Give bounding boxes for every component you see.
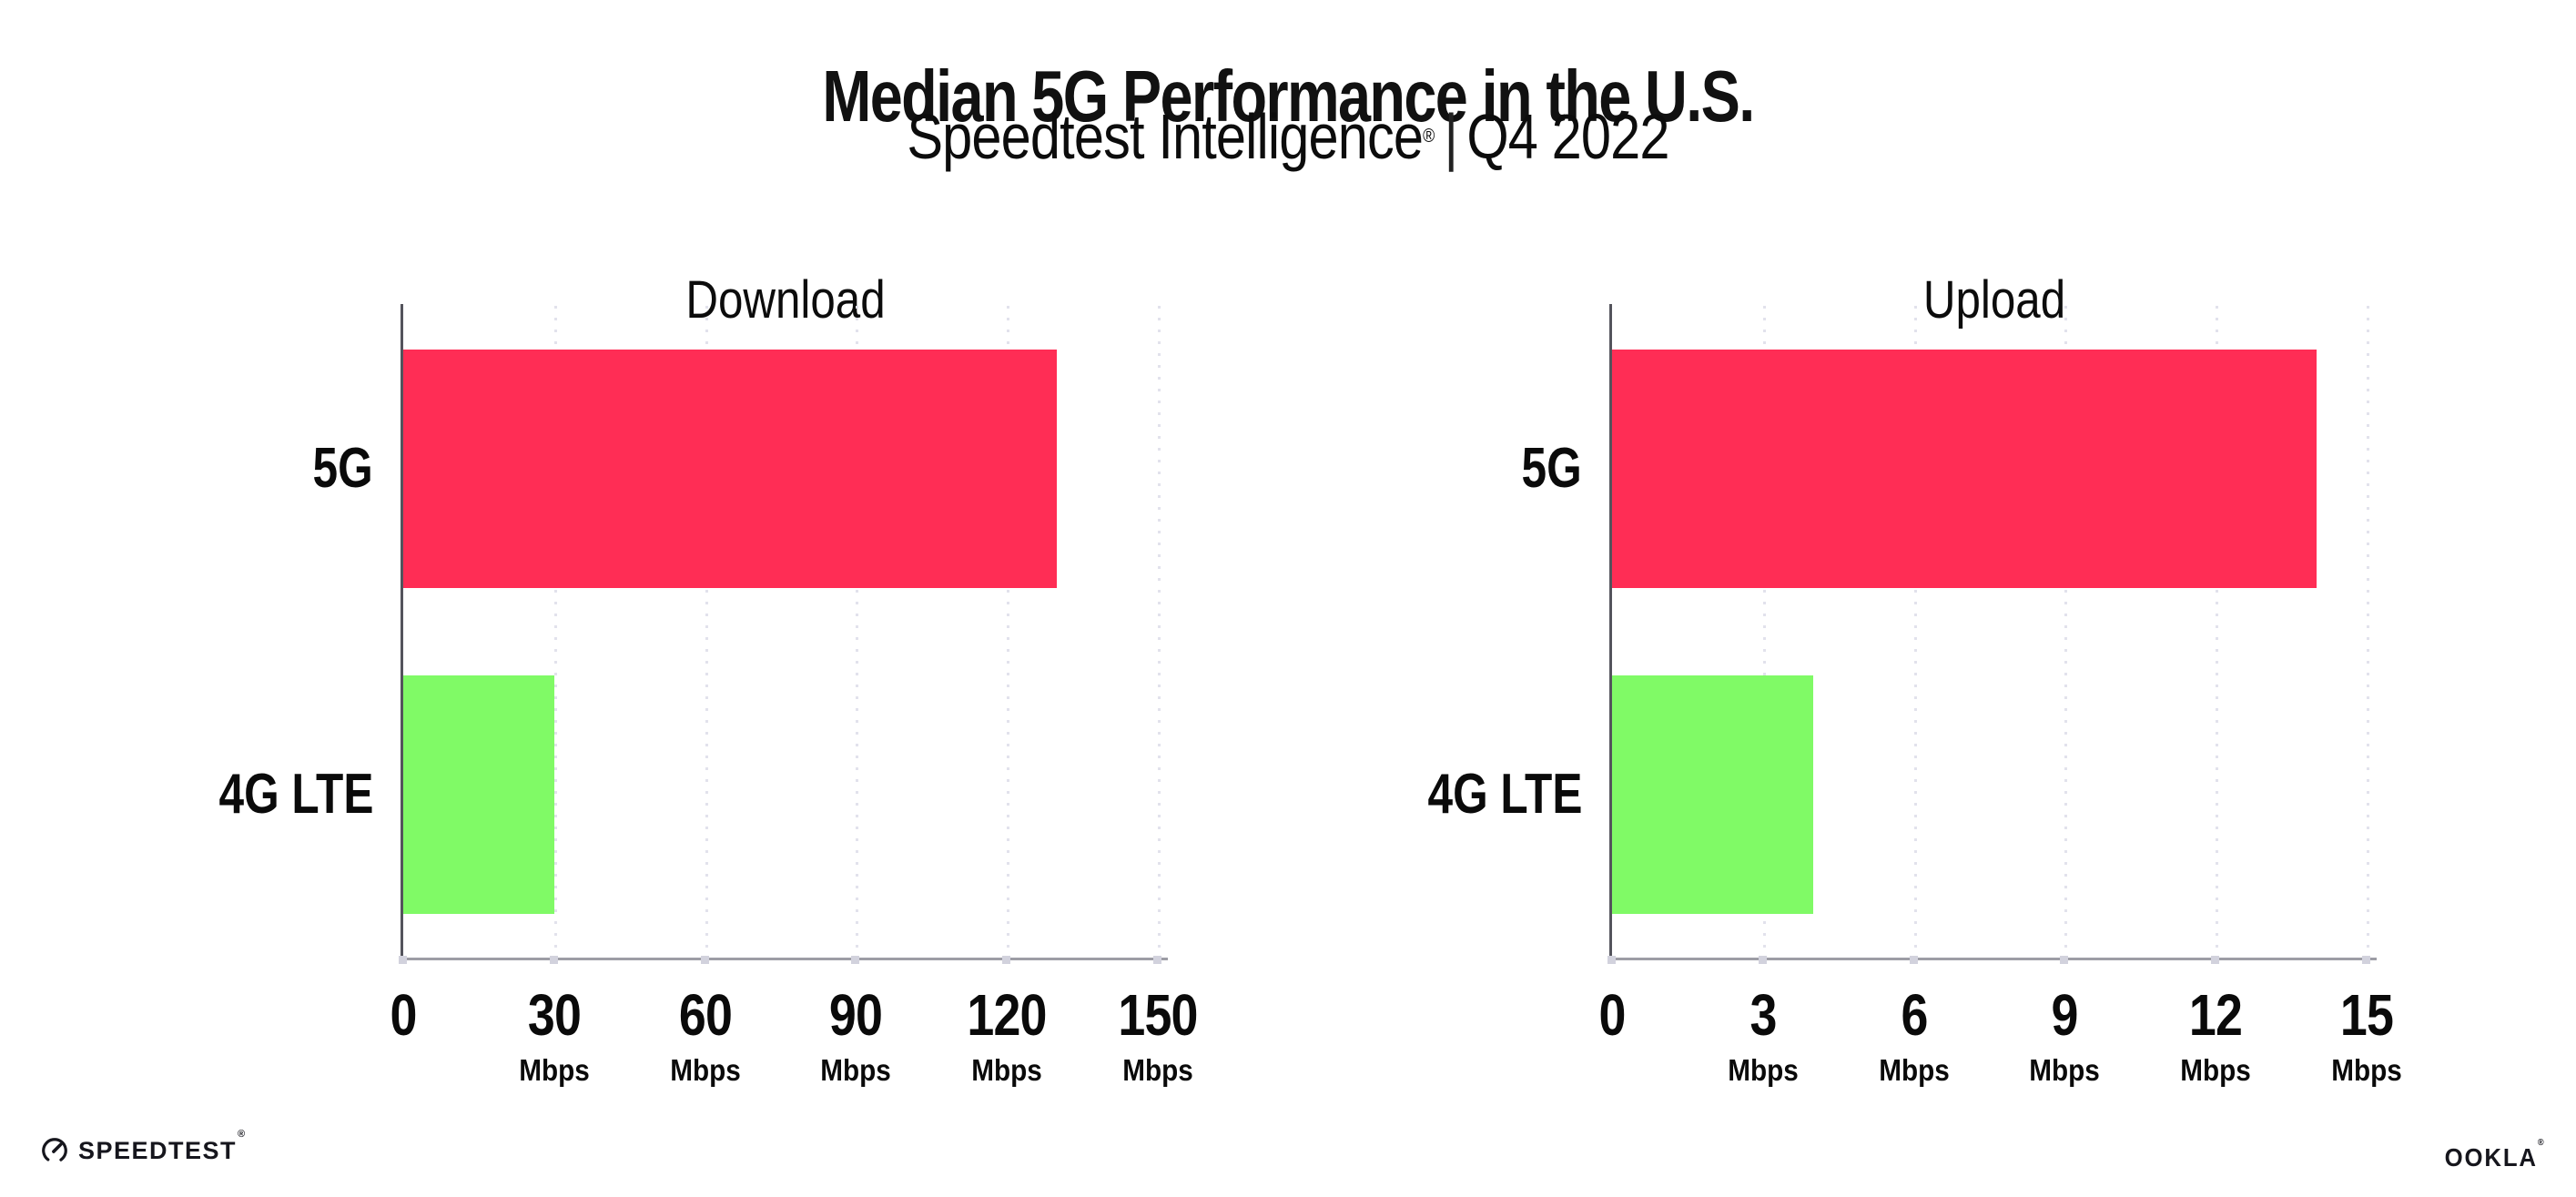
registered-mark: ® xyxy=(2537,1138,2545,1148)
x-tick-unit: Mbps xyxy=(1878,1053,1950,1087)
x-tick-30: 30 Mbps xyxy=(515,986,593,1085)
y-axis-labels: 5G 4G LTE xyxy=(218,306,373,958)
x-tick-value: 150 xyxy=(1118,982,1198,1048)
x-tick-150: 150 Mbps xyxy=(1111,986,1205,1085)
ookla-logo: OOKLA® xyxy=(2444,1138,2545,1172)
x-tick-value: 60 xyxy=(678,982,733,1048)
x-tick-value: 0 xyxy=(1598,982,1626,1048)
axis-tick-dot-3 xyxy=(1758,956,1767,964)
gridline-120 xyxy=(1007,306,1010,958)
x-tick-value: 12 xyxy=(2189,982,2243,1048)
axis-tick-dot-0 xyxy=(399,956,407,964)
x-tick-15: 15 Mbps xyxy=(2328,986,2406,1085)
x-tick-60: 60 Mbps xyxy=(665,986,744,1085)
gridline-90 xyxy=(856,306,859,958)
plot-area xyxy=(399,304,1168,964)
plot-area xyxy=(1607,304,2377,964)
x-axis-line xyxy=(1609,958,2377,960)
bar-5g xyxy=(403,350,1058,588)
gridline-60 xyxy=(705,306,708,958)
x-axis-line xyxy=(401,958,1168,960)
axis-tick-dot-60 xyxy=(700,956,709,964)
x-tick-value: 6 xyxy=(1901,982,1928,1048)
x-tick-value: 15 xyxy=(2339,982,2394,1048)
subtitle-separator: | xyxy=(1444,101,1458,172)
axis-tick-dot-0 xyxy=(1607,956,1616,964)
speedtest-logo: SPEEDTEST® xyxy=(40,1128,247,1165)
x-tick-value: 120 xyxy=(967,982,1048,1048)
y-axis-spine xyxy=(401,304,403,960)
x-tick-unit: Mbps xyxy=(1122,1053,1193,1087)
x-tick-9: 9 Mbps xyxy=(2025,986,2104,1085)
speedtest-gauge-icon xyxy=(42,1138,67,1163)
x-tick-unit: Mbps xyxy=(2029,1053,2101,1087)
y-axis-label-5g: 5G xyxy=(1521,437,1582,500)
subtitle-brand: Speedtest Intelligence xyxy=(907,101,1424,172)
x-tick-value: 90 xyxy=(829,982,883,1048)
axis-tick-dot-150 xyxy=(1152,956,1161,964)
chart-download: Download 5G 4G LTE 0 30 Mbps 60 Mbps 90 Mbps 120… xyxy=(218,221,1198,1141)
chart-title-download: Download xyxy=(685,270,886,330)
x-axis: 0 30 Mbps 60 Mbps 90 Mbps 120 Mbps 150 Mbps xyxy=(390,986,1198,1131)
axis-tick-dot-15 xyxy=(2361,956,2370,964)
main-title: Median 5G Performance in the U.S. xyxy=(822,55,1755,137)
gridline-15 xyxy=(2366,306,2369,958)
chart-upload: Upload 5G 4G LTE 0 3 Mbps 6 Mbps 9 Mbps 12 Mbps 15… xyxy=(1427,221,2402,1141)
gridline-30 xyxy=(553,306,557,958)
x-tick-0: 0 xyxy=(1597,986,1628,1044)
chart-title-upload: Upload xyxy=(1922,270,2066,330)
gridline-3 xyxy=(1762,306,1766,958)
subtitle: Speedtest Intelligence® | Q4 2022 xyxy=(193,102,2383,172)
x-tick-unit: Mbps xyxy=(1728,1053,1799,1087)
axis-tick-dot-12 xyxy=(2211,956,2220,964)
gridline-9 xyxy=(2064,306,2068,958)
gridline-6 xyxy=(1913,306,1917,958)
x-tick-value: 0 xyxy=(390,982,417,1048)
y-axis-label-5g: 5G xyxy=(312,437,373,500)
x-tick-value: 30 xyxy=(527,982,582,1048)
y-axis-labels: 5G 4G LTE xyxy=(1427,306,1582,958)
bar-4g-lte xyxy=(403,675,554,914)
x-tick-value: 9 xyxy=(2051,982,2079,1048)
x-tick-unit: Mbps xyxy=(519,1053,590,1087)
gridline-12 xyxy=(2216,306,2219,958)
x-tick-unit: Mbps xyxy=(971,1053,1042,1087)
x-tick-6: 6 Mbps xyxy=(1874,986,1952,1085)
y-axis-label-4g-lte: 4G LTE xyxy=(1427,763,1582,826)
x-tick-12: 12 Mbps xyxy=(2176,986,2255,1085)
subtitle-period: Q4 2022 xyxy=(1466,101,1669,172)
x-tick-unit: Mbps xyxy=(2331,1053,2402,1087)
y-axis-spine xyxy=(1609,304,1612,960)
gridline-150 xyxy=(1157,306,1161,958)
axis-tick-dot-90 xyxy=(851,956,860,964)
y-axis-label-4g-lte: 4G LTE xyxy=(218,763,373,826)
x-tick-3: 3 Mbps xyxy=(1724,986,1802,1085)
bar-4g-lte xyxy=(1612,675,1814,914)
axis-tick-dot-120 xyxy=(1002,956,1011,964)
axis-tick-dot-9 xyxy=(2060,956,2069,964)
x-tick-120: 120 Mbps xyxy=(959,986,1054,1085)
x-tick-90: 90 Mbps xyxy=(816,986,895,1085)
x-tick-unit: Mbps xyxy=(669,1053,741,1087)
x-tick-value: 3 xyxy=(1749,982,1777,1048)
registered-mark: ® xyxy=(238,1128,247,1140)
speedtest-wordmark: SPEEDTEST® xyxy=(78,1128,247,1164)
registered-mark: ® xyxy=(1423,126,1435,147)
bar-5g xyxy=(1612,350,2317,588)
axis-tick-dot-6 xyxy=(1909,956,1918,964)
axis-tick-dot-30 xyxy=(549,956,558,964)
x-axis: 0 3 Mbps 6 Mbps 9 Mbps 12 Mbps 15 Mbps xyxy=(1598,986,2401,1131)
x-tick-0: 0 xyxy=(388,986,420,1044)
x-tick-unit: Mbps xyxy=(2180,1053,2251,1087)
x-tick-unit: Mbps xyxy=(820,1053,892,1087)
